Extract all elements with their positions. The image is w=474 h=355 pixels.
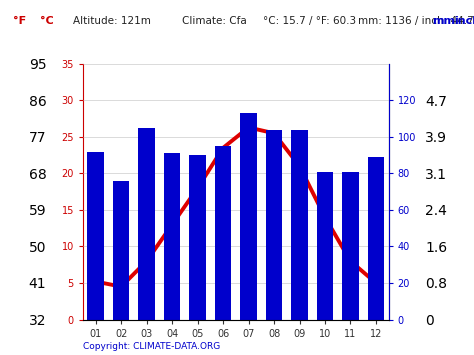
Bar: [317, 171, 333, 320]
Text: Copyright: CLIMATE-DATA.ORG: Copyright: CLIMATE-DATA.ORG: [83, 343, 220, 351]
Bar: [87, 152, 104, 320]
Bar: [164, 153, 181, 320]
Bar: [113, 181, 129, 320]
Text: Climate: Cfa: Climate: Cfa: [182, 16, 247, 26]
Bar: [189, 155, 206, 320]
Text: Altitude: 121m: Altitude: 121m: [73, 16, 151, 26]
Bar: [240, 113, 257, 320]
Bar: [266, 130, 283, 320]
Bar: [138, 128, 155, 320]
Text: °C: °C: [40, 16, 54, 26]
Text: °C: 15.7 / °F: 60.3: °C: 15.7 / °F: 60.3: [263, 16, 356, 26]
Text: inch: inch: [454, 16, 474, 26]
Bar: [368, 157, 384, 320]
Text: mm: mm: [432, 16, 456, 26]
Bar: [342, 171, 359, 320]
Bar: [291, 130, 308, 320]
Text: °F: °F: [13, 16, 27, 26]
Text: mm: 1136 / inch: 44.7: mm: 1136 / inch: 44.7: [358, 16, 474, 26]
Bar: [215, 146, 231, 320]
